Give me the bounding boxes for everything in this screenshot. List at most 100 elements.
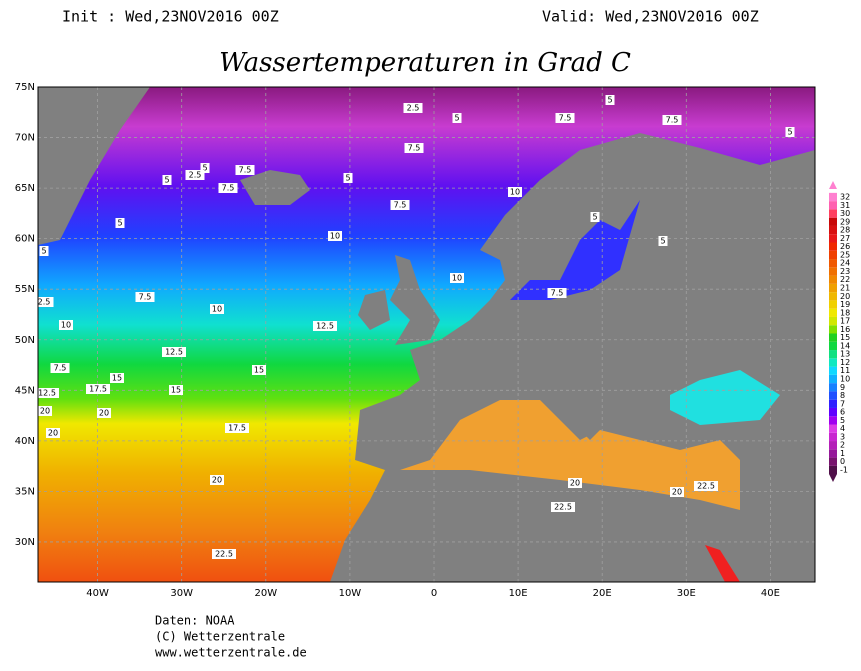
lon-label: 10W	[339, 588, 362, 599]
lat-label: 40N	[15, 436, 35, 447]
contour-label: 10	[450, 273, 464, 283]
contour-label-text: 5	[592, 213, 597, 222]
contour-label-box	[38, 297, 54, 307]
contour-label-box	[313, 321, 337, 331]
iceland	[240, 170, 310, 205]
contour-label: 5	[162, 175, 172, 185]
greenland	[38, 87, 150, 245]
contour-label-text: 5	[41, 247, 46, 256]
colorbar-label: 11	[840, 366, 850, 375]
colorbar-swatch	[829, 308, 837, 317]
contour-label: 7.5	[135, 292, 155, 302]
contour-label: 5	[343, 173, 353, 183]
contour-label-text: 5	[454, 114, 459, 123]
contour-label-box	[694, 481, 718, 491]
contour-label-box	[39, 246, 49, 256]
contour-label-box	[135, 292, 155, 302]
valid-time: Valid: Wed,23NOV2016 00Z	[542, 8, 759, 26]
contour-label-text: 20	[99, 409, 109, 418]
contour-label-text: 7.5	[559, 114, 572, 123]
ireland	[358, 290, 390, 330]
colorbar-label: 26	[840, 242, 850, 251]
contour-label: 10	[210, 304, 224, 314]
contour-label: 20	[38, 406, 52, 416]
contour-label-text: 10	[330, 232, 340, 241]
colorbar-label: 8	[840, 391, 845, 400]
colorbar-label: 4	[840, 424, 845, 433]
colorbar-label: 2	[840, 441, 845, 450]
contour-label: 20	[46, 428, 60, 438]
colorbar-swatch	[829, 267, 837, 276]
contour-label-text: 7.5	[222, 184, 235, 193]
contour-label-text: 7.5	[394, 201, 407, 210]
contour-label-text: 7.5	[408, 144, 421, 153]
contour-label-box	[210, 475, 224, 485]
lat-label: 70N	[15, 133, 35, 144]
colorbar-label: 29	[840, 217, 850, 226]
contour-label-box	[162, 347, 186, 357]
contour-label: 7.5	[235, 165, 255, 175]
contour-label-text: 10	[452, 274, 462, 283]
colorbar-label: 10	[840, 375, 850, 384]
colorbar-swatch	[829, 399, 837, 408]
lat-label: 50N	[15, 335, 35, 346]
contour-label-box	[551, 502, 575, 512]
contour-label-text: 7.5	[239, 166, 252, 175]
contour-label-text: 22.5	[697, 482, 715, 491]
great-britain	[390, 255, 440, 345]
contour-label-box	[555, 113, 575, 123]
lat-label: 35N	[15, 486, 35, 497]
contour-label-box	[162, 175, 172, 185]
contour-label: 20	[97, 408, 111, 418]
contour-label-box	[508, 187, 522, 197]
contour-label-box	[328, 231, 342, 241]
colorbar-swatch	[829, 250, 837, 260]
lon-label: 20W	[254, 588, 277, 599]
contour-label: 5	[39, 246, 49, 256]
colorbar-swatch	[829, 358, 837, 367]
lat-label: 75N	[15, 82, 35, 93]
colorbar-label: 15	[840, 333, 850, 342]
contour-label: 7.5	[555, 113, 575, 123]
colorbar-swatch	[829, 259, 837, 268]
contour-label: 5	[115, 218, 125, 228]
colorbar-swatch	[829, 441, 837, 450]
contour-label-text: 5	[660, 237, 665, 246]
colorbar-label: 22	[840, 275, 850, 284]
contour-label: 5	[452, 113, 462, 123]
colorbar-label: 5	[840, 416, 845, 425]
contour-label-box	[605, 95, 615, 105]
contour-label-box	[212, 549, 236, 559]
contour-label-box	[50, 363, 70, 373]
contour-label-text: 7.5	[666, 116, 679, 125]
colorbar-swatch	[829, 225, 837, 235]
colorbar-label: 28	[840, 226, 850, 235]
contour-label: 17.5	[225, 423, 249, 433]
colorbar-bottom-arrow	[829, 474, 837, 482]
contour-label-box	[225, 423, 249, 433]
contour-label-text: 2.5	[189, 171, 202, 180]
contour-label-box	[97, 408, 111, 418]
contour-label: 17.5	[86, 384, 110, 394]
map-title: Wassertemperaturen in Grad C	[219, 48, 631, 78]
map-frame	[37, 86, 816, 583]
colorbar-swatch	[829, 416, 837, 425]
contour-label-text: 5	[607, 96, 612, 105]
footer-copyright: (C) Wetterzentrale	[155, 630, 285, 644]
contour-label: 20	[210, 475, 224, 485]
contour-label: 5	[605, 95, 615, 105]
colorbar-swatch	[829, 432, 837, 442]
contour-label-text: 15	[254, 366, 264, 375]
black-sea	[670, 370, 780, 425]
contour-label-box	[235, 165, 255, 175]
contour-label: 5	[785, 127, 795, 137]
colorbar-swatch	[829, 341, 837, 351]
contour-label-text: 2.5	[407, 104, 420, 113]
contour-label: 15	[252, 365, 266, 375]
contour-label-text: 5	[787, 128, 792, 137]
contour-label-text: 22.5	[215, 550, 233, 559]
colorbar-swatch	[829, 292, 837, 301]
colorbar-swatch	[829, 383, 837, 392]
colorbar-label: 30	[840, 209, 850, 218]
baltic	[510, 200, 640, 300]
